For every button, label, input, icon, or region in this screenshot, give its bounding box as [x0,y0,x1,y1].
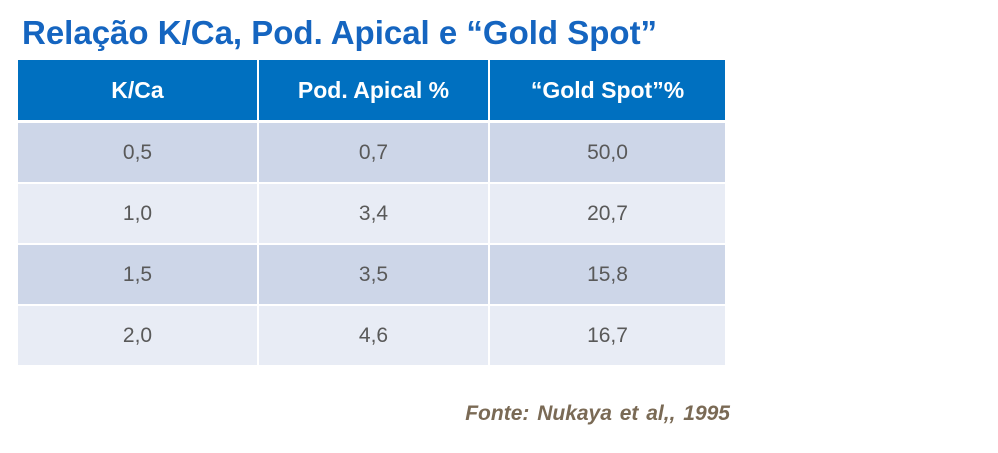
cell-pod-apical: 0,7 [258,121,490,184]
table-header-row: K/Ca Pod. Apical % “Gold Spot”% [18,60,725,123]
cell-gold-spot: 20,7 [489,183,725,245]
table-row: 1,0 3,4 20,7 [18,183,725,245]
cell-kca: 1,0 [18,183,259,245]
data-table: K/Ca Pod. Apical % “Gold Spot”% 0,5 0,7 … [18,60,725,367]
header-kca: K/Ca [18,60,259,123]
table-row: 1,5 3,5 15,8 [18,244,725,306]
cell-kca: 1,5 [18,244,259,306]
cell-gold-spot: 50,0 [489,121,725,184]
slide-title: Relação K/Ca, Pod. Apical e “Gold Spot” [22,14,658,51]
table-row: 2,0 4,6 16,7 [18,305,725,367]
cell-kca: 0,5 [18,121,259,184]
cell-pod-apical: 3,5 [258,244,490,306]
cell-gold-spot: 16,7 [489,305,725,367]
source-citation: Fonte: Nukaya et al,, 1995 [465,402,730,425]
cell-pod-apical: 4,6 [258,305,490,367]
header-pod-apical: Pod. Apical % [258,60,490,123]
table-row: 0,5 0,7 50,0 [18,121,725,184]
cell-pod-apical: 3,4 [258,183,490,245]
cell-gold-spot: 15,8 [489,244,725,306]
header-gold-spot: “Gold Spot”% [489,60,725,123]
cell-kca: 2,0 [18,305,259,367]
